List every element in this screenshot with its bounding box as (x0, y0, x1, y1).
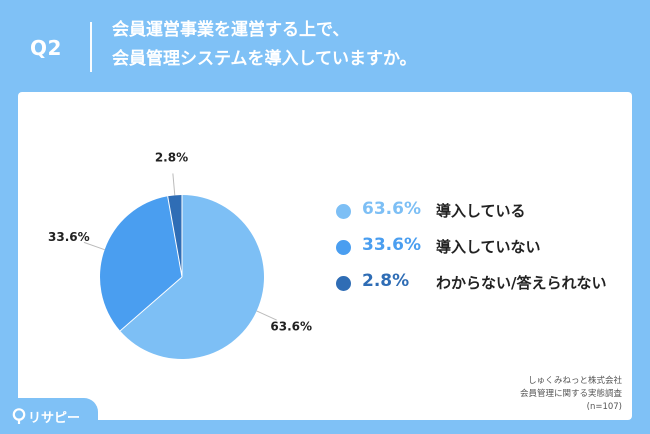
legend-item-not-introduced: 33.6% 導入していない (336, 232, 616, 268)
question-number: Q2 (30, 36, 62, 60)
pie-label-introduced: 63.6% (270, 320, 312, 334)
pie-label-not-introduced: 33.6% (48, 230, 90, 244)
slice-separator (167, 196, 183, 278)
question-title: 会員運営事業を運営する上で、 会員管理システムを導入していますか。 (112, 16, 632, 74)
legend-label-introduced: 導入している (436, 202, 526, 220)
pie-chart: 63.6% 33.6% 2.8% (48, 150, 312, 359)
leader-line-unknown (172, 173, 176, 196)
legend-percent-not-introduced: 33.6% (362, 235, 421, 255)
chart-card: 63.6% 33.6% 2.8% 63.6% 導入している 33.6% 導入していな… (18, 92, 632, 420)
legend-item-introduced: 63.6% 導入している (336, 196, 616, 232)
legend-label-unknown: わからない/答えられない (436, 274, 607, 292)
source-sample-size: (n=107) (586, 402, 622, 412)
risapi-logo: リサピー (0, 398, 98, 434)
question-title-line2: 会員管理システムを導入していますか。 (112, 49, 417, 69)
legend-label-not-introduced: 導入していない (436, 238, 541, 256)
source-note: しゅくみねっと株式会社 会員管理に関する実態調査 (n=107) (520, 375, 622, 414)
legend-item-unknown: 2.8% わからない/答えられない (336, 268, 616, 304)
legend-dot-introduced (336, 204, 351, 219)
legend-percent-unknown: 2.8% (362, 271, 410, 291)
legend: 63.6% 導入している 33.6% 導入していない 2.8% わからない/答え… (336, 196, 616, 304)
logo-text: リサピー (28, 411, 81, 426)
legend-dot-not-introduced (336, 240, 351, 255)
legend-percent-introduced: 63.6% (362, 199, 421, 219)
leader-line-not-introduced (83, 241, 105, 251)
pie-slice-introduced (120, 195, 265, 359)
legend-dot-unknown (336, 276, 351, 291)
slice-separator (119, 276, 183, 332)
source-company: しゅくみねっと株式会社 (528, 376, 622, 386)
pin-icon (12, 408, 26, 424)
source-survey: 会員管理に関する実態調査 (519, 389, 622, 399)
header-divider (90, 22, 92, 72)
pie-slice-not-introduced (99, 196, 182, 331)
question-title-line1: 会員運営事業を運営する上で、 (112, 20, 350, 40)
leader-line-introduced (256, 310, 277, 321)
pie-label-unknown: 2.8% (155, 150, 188, 164)
question-header: Q2 会員運営事業を運営する上で、 会員管理システムを導入していますか。 (0, 0, 650, 90)
